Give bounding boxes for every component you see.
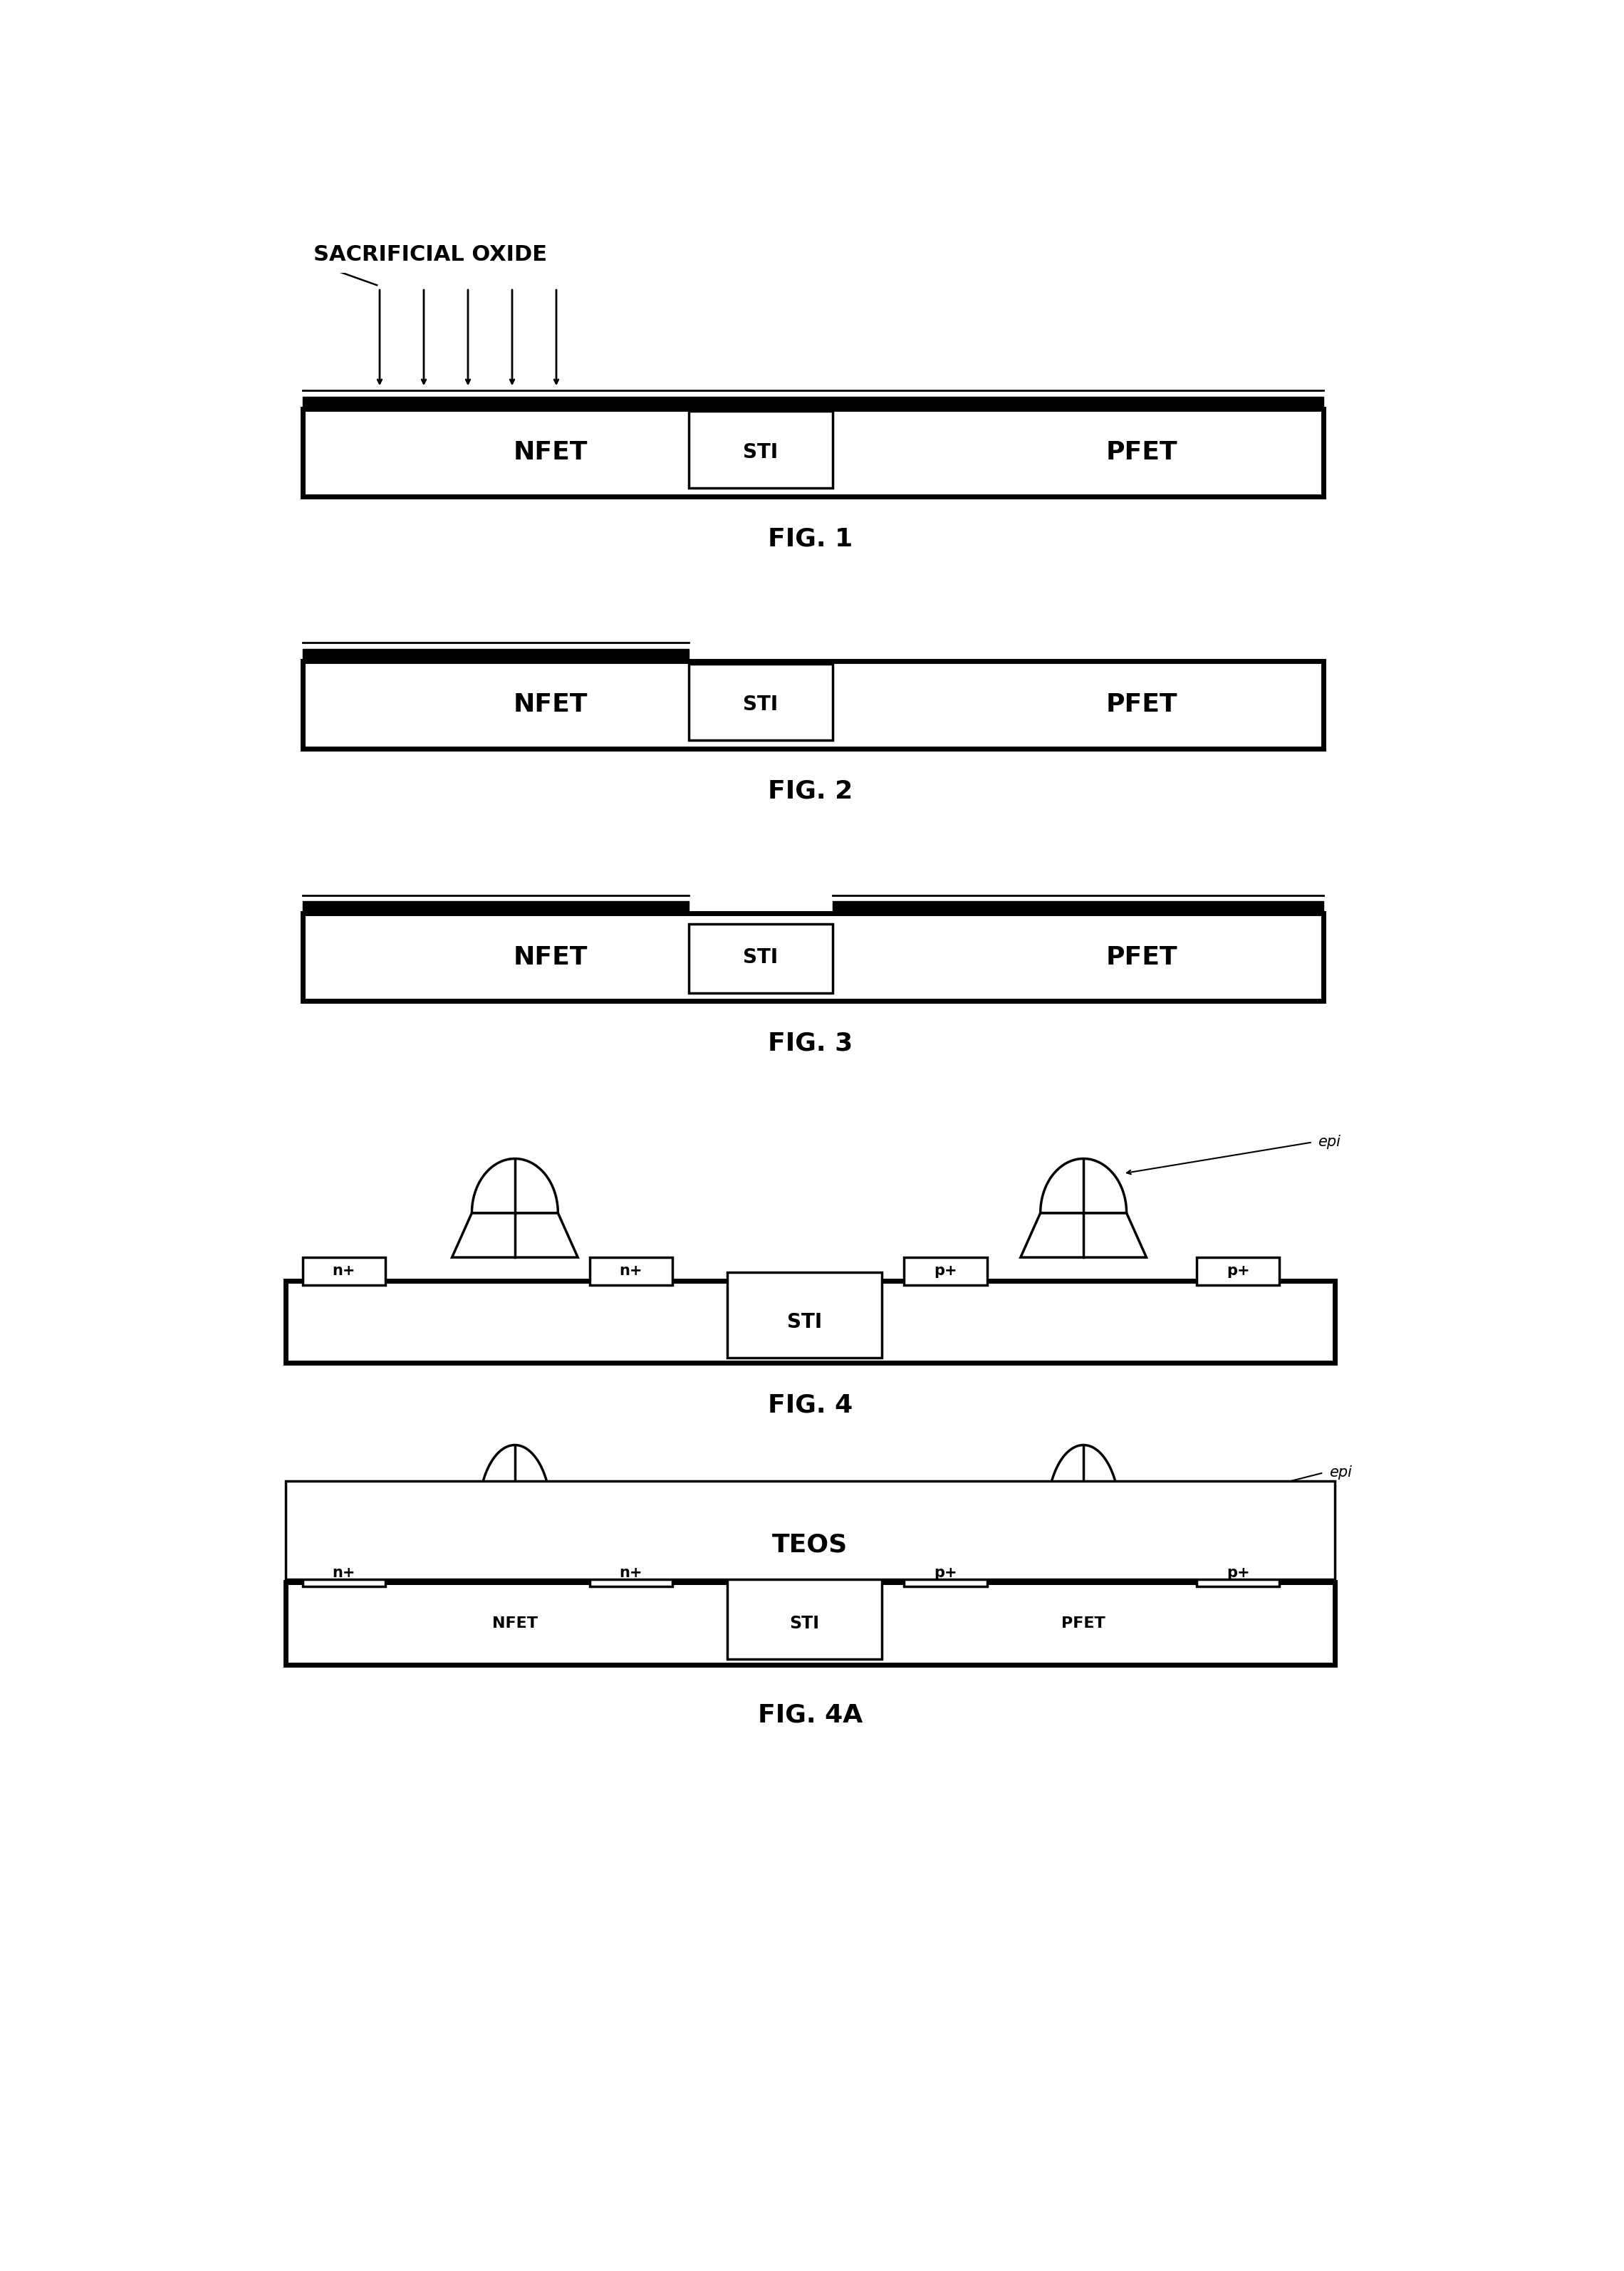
Polygon shape [451, 1213, 578, 1258]
Text: FIG. 2: FIG. 2 [768, 779, 853, 804]
Text: PFET: PFET [1106, 441, 1177, 466]
Text: epi: epi [1319, 1136, 1341, 1149]
Bar [689, 411, 831, 488]
Bar [728, 1574, 882, 1660]
Bar [302, 650, 689, 661]
Text: p+: p+ [1226, 1265, 1249, 1279]
Text: SACRIFICIAL OXIDE: SACRIFICIAL OXIDE [313, 245, 547, 266]
Bar [286, 1481, 1335, 1581]
Bar [590, 1560, 672, 1587]
Text: STI: STI [789, 1615, 820, 1633]
Bar [689, 924, 831, 992]
Polygon shape [1020, 1213, 1147, 1258]
Text: FIG. 4A: FIG. 4A [758, 1703, 862, 1728]
Bar [728, 1272, 882, 1358]
Text: PFET: PFET [1106, 945, 1177, 970]
Text: FIG. 3: FIG. 3 [768, 1031, 853, 1056]
Bar [1197, 1560, 1280, 1587]
Bar [1197, 1258, 1280, 1285]
Text: n+: n+ [619, 1565, 643, 1581]
Text: STI: STI [788, 1313, 822, 1331]
Text: STI: STI [744, 443, 778, 463]
Bar [286, 1281, 1335, 1363]
Text: NFET: NFET [513, 945, 588, 970]
Bar [905, 1258, 987, 1285]
Text: FIG. 1: FIG. 1 [768, 527, 853, 550]
Text: PFET: PFET [1062, 1617, 1106, 1631]
Text: n+: n+ [619, 1265, 643, 1279]
Bar [831, 902, 1324, 913]
Text: NFET: NFET [513, 693, 588, 718]
Text: n+: n+ [333, 1265, 356, 1279]
Text: p+: p+ [934, 1565, 957, 1581]
Text: n+: n+ [333, 1565, 356, 1581]
Text: PFET: PFET [1106, 693, 1177, 718]
Text: NFET: NFET [492, 1617, 538, 1631]
Polygon shape [1041, 1158, 1127, 1213]
Bar [302, 397, 1324, 409]
Polygon shape [473, 1158, 559, 1213]
Text: STI: STI [744, 695, 778, 715]
Bar [590, 1258, 672, 1285]
Bar [302, 913, 1324, 1002]
Text: FIG. 4: FIG. 4 [768, 1392, 853, 1417]
Bar [302, 1560, 385, 1587]
Bar [302, 1258, 385, 1285]
Text: epi: epi [1328, 1465, 1351, 1481]
Bar [689, 663, 831, 740]
Text: STI: STI [744, 947, 778, 967]
Bar [905, 1560, 987, 1587]
Text: p+: p+ [934, 1265, 957, 1279]
Polygon shape [455, 1515, 575, 1560]
Text: NFET: NFET [513, 441, 588, 466]
Bar [286, 1583, 1335, 1665]
Bar [302, 661, 1324, 749]
Text: TEOS: TEOS [773, 1533, 848, 1558]
Polygon shape [1047, 1444, 1121, 1515]
Bar [302, 409, 1324, 497]
Text: p+: p+ [1226, 1565, 1249, 1581]
Bar [302, 902, 689, 913]
Polygon shape [479, 1444, 551, 1515]
Polygon shape [1023, 1515, 1143, 1560]
